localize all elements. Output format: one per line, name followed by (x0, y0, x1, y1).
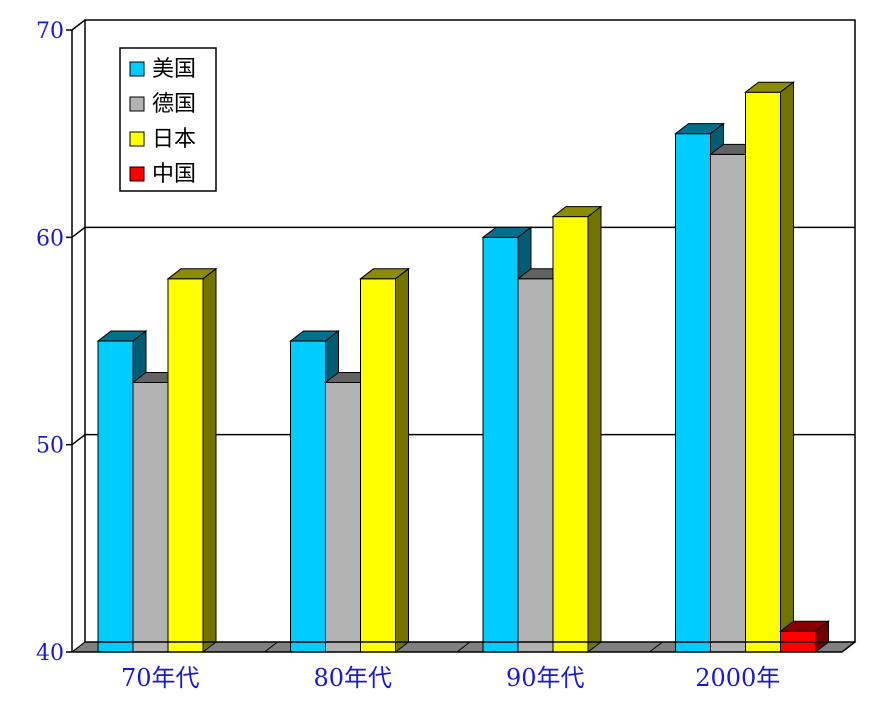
y-tick-label: 70 (36, 19, 64, 44)
legend-label: 德国 (152, 92, 196, 117)
y-tick-label: 40 (36, 641, 64, 666)
bar-3-3 (779, 620, 830, 654)
bar-front (167, 278, 204, 653)
bottom-right-edge (841, 641, 856, 653)
bar-front (325, 381, 361, 653)
gridline-side-50 (71, 434, 86, 446)
x-tick-label: 90年代 (506, 664, 585, 692)
bar-side (587, 205, 602, 654)
floor-divider-1 (264, 641, 278, 653)
gridline-side-60 (71, 226, 86, 238)
floor-divider-2 (456, 641, 471, 653)
y-tick-label: 50 (36, 434, 64, 459)
bar-front (290, 340, 326, 653)
bar-front (97, 340, 134, 653)
bar-front (482, 236, 519, 653)
bar-0-2 (166, 267, 218, 654)
legend-swatch (129, 131, 145, 147)
back-wall-border (84, 19, 856, 643)
bar-front (360, 278, 396, 653)
x-tick-label: 80年代 (313, 664, 392, 692)
x-tick-label: 2000年 (695, 664, 780, 692)
bar-1-2 (359, 267, 410, 654)
floor-divider-0 (71, 641, 86, 653)
bar-side (202, 267, 217, 654)
bar-3-2 (744, 81, 795, 654)
bar-front (517, 278, 554, 653)
bar-front (745, 91, 781, 653)
bar-side (395, 267, 409, 654)
bar-front (552, 216, 589, 653)
y-tick-label: 60 (36, 226, 64, 251)
floor-divider-3 (649, 641, 663, 653)
x-tick-label: 70年代 (121, 664, 200, 692)
top-left-edge (71, 19, 86, 31)
legend-swatch (129, 96, 145, 112)
plot-frame (71, 19, 856, 653)
axes: 70年代 80年代 90年代 2000年 40 50 60 70 (36, 19, 780, 692)
legend-label: 日本 (152, 127, 196, 152)
bar-side (780, 81, 794, 654)
legend-swatch (129, 166, 145, 182)
legend-label: 美国 (152, 57, 196, 82)
bar-front (675, 133, 711, 653)
bar-2-2 (551, 205, 603, 654)
legend-label: 中国 (152, 162, 196, 187)
bar-front (710, 153, 746, 653)
bar-front (132, 381, 169, 653)
legend-swatch (129, 61, 145, 77)
